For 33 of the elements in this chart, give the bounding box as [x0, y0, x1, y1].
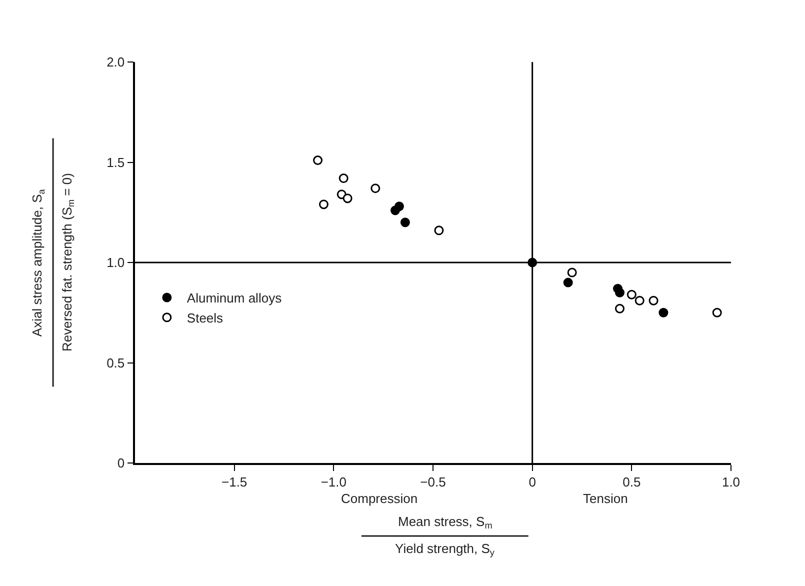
point	[370, 184, 380, 194]
point	[615, 304, 624, 314]
point	[567, 268, 577, 278]
point	[342, 194, 352, 204]
y-tick-label: 2.0	[106, 54, 125, 70]
point	[338, 174, 348, 184]
x-tick-label: 0	[528, 474, 536, 490]
point	[313, 156, 323, 165]
text: Compression	[341, 491, 418, 506]
x-axis-title: Mean stress, S$_{m}$ Yield strength, S$_{y}$	[395, 514, 495, 558]
point	[712, 308, 722, 318]
text: Tension	[583, 491, 628, 506]
point	[400, 218, 410, 228]
x-tick-label: −0.5	[420, 474, 446, 490]
x-tick-label: −1.5	[221, 474, 248, 490]
x-tick-label: 0.5	[622, 474, 641, 490]
point	[648, 296, 658, 306]
point	[563, 278, 573, 288]
point	[615, 288, 624, 298]
y-tick-label: 1.0	[106, 255, 125, 270]
legend-label: Steels	[186, 310, 224, 326]
x-tick-label: −1.0	[320, 474, 347, 490]
legend-label: Aluminum alloys	[186, 290, 282, 306]
y-tick-label: 0	[117, 456, 125, 471]
point	[318, 200, 328, 210]
x-tick-label: 1.0	[722, 474, 740, 490]
y-tick-label: 0.5	[106, 355, 125, 370]
point	[626, 290, 636, 300]
point	[658, 308, 668, 318]
point	[634, 296, 644, 306]
point	[434, 226, 444, 236]
point	[394, 202, 404, 212]
y-tick-label: 1.5	[106, 154, 125, 170]
